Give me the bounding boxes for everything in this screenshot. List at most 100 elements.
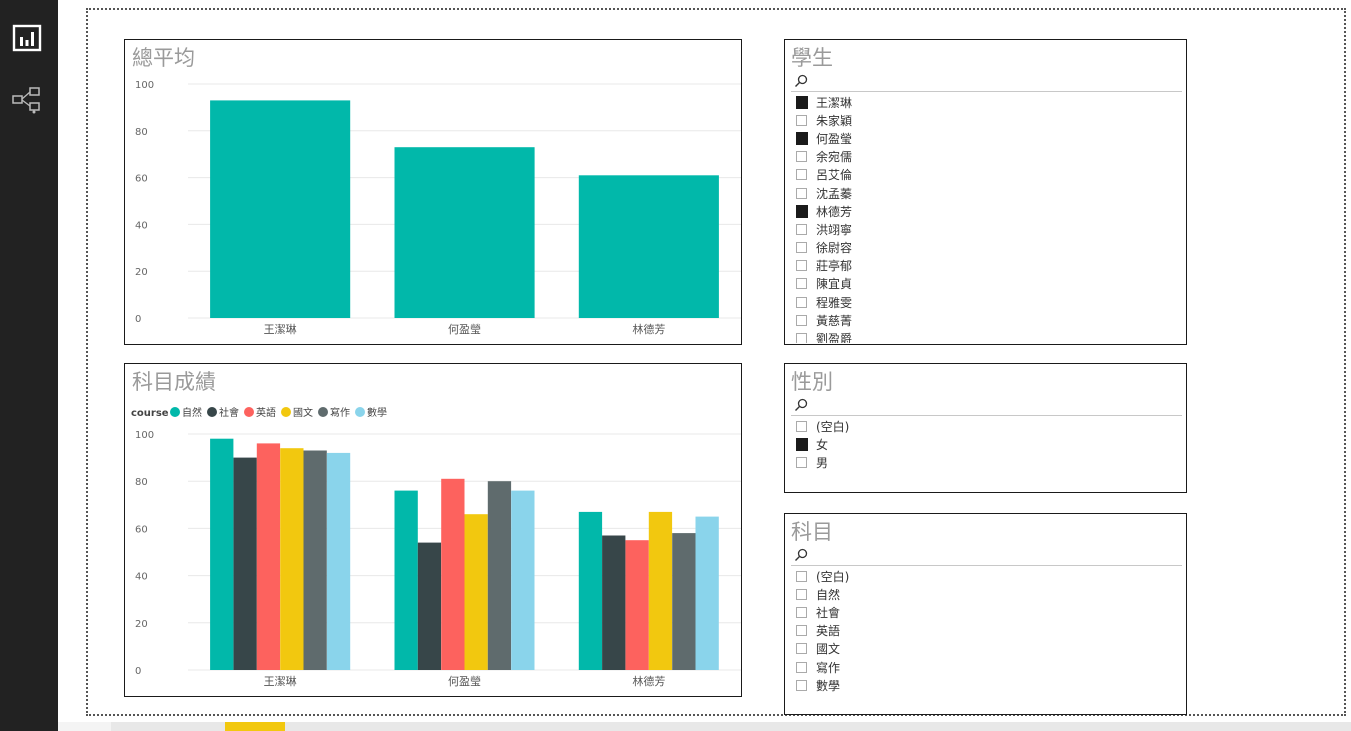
checkbox[interactable] bbox=[796, 437, 808, 451]
slicer-item-list[interactable]: (空白) 女男 bbox=[796, 417, 1186, 492]
checkbox[interactable] bbox=[796, 204, 808, 218]
legend-label[interactable]: 寫作 bbox=[330, 406, 350, 419]
slicer-item[interactable]: 英語 bbox=[796, 622, 1186, 640]
slicer-item-list[interactable]: (空白) 自然 社會英語 國文 寫作 數學 bbox=[796, 567, 1186, 713]
bar[interactable] bbox=[210, 438, 234, 670]
average-score-chart[interactable]: 總平均 0 20 40 60 80 100 王潔琳 何盈瑩 林德芳 bbox=[124, 39, 742, 345]
checkbox[interactable] bbox=[796, 151, 807, 163]
legend-label[interactable]: 社會 bbox=[219, 406, 239, 419]
checkbox[interactable] bbox=[796, 314, 807, 326]
slicer-item[interactable]: 男 bbox=[796, 453, 1186, 471]
slicer-item[interactable]: 余宛儒 bbox=[796, 148, 1186, 166]
bar-chart-report-icon[interactable] bbox=[12, 24, 42, 52]
bar[interactable] bbox=[602, 535, 626, 671]
legend-marker[interactable] bbox=[281, 407, 291, 417]
bar[interactable] bbox=[511, 490, 535, 670]
bar[interactable] bbox=[417, 542, 442, 670]
checkbox[interactable] bbox=[796, 169, 807, 181]
bar[interactable] bbox=[648, 511, 673, 670]
active-page-tab[interactable] bbox=[225, 722, 285, 731]
bar[interactable] bbox=[578, 175, 719, 318]
slicer-item[interactable]: 黃慈菁 bbox=[796, 311, 1186, 329]
checkbox[interactable] bbox=[796, 187, 807, 199]
slicer-item[interactable]: 徐尉容 bbox=[796, 239, 1186, 257]
bar[interactable] bbox=[672, 533, 696, 670]
checkbox[interactable] bbox=[796, 223, 807, 235]
bar[interactable] bbox=[210, 100, 351, 319]
checkbox[interactable] bbox=[796, 625, 807, 637]
search-icon bbox=[795, 74, 808, 87]
bar[interactable] bbox=[487, 481, 512, 670]
bar[interactable] bbox=[695, 516, 719, 670]
legend-marker[interactable] bbox=[318, 407, 328, 417]
legend-label[interactable]: 國文 bbox=[293, 406, 313, 419]
slicer-item[interactable]: 陳宜貞 bbox=[796, 275, 1186, 293]
bar[interactable] bbox=[394, 147, 535, 318]
checkbox[interactable] bbox=[796, 570, 807, 582]
checkbox[interactable] bbox=[796, 333, 807, 343]
slicer-item[interactable]: 洪翊寧 bbox=[796, 220, 1186, 238]
subject-slicer[interactable]: 科目 (空白) 自然 社會 英語 國文 寫作 數學 bbox=[784, 513, 1187, 715]
checkbox[interactable] bbox=[796, 114, 807, 126]
legend-marker[interactable] bbox=[244, 407, 254, 417]
bar[interactable] bbox=[441, 478, 465, 670]
slicer-item[interactable]: 莊亭郁 bbox=[796, 257, 1186, 275]
slicer-item[interactable]: 社會 bbox=[796, 603, 1186, 621]
slicer-item[interactable]: 女 bbox=[796, 435, 1186, 453]
bar[interactable] bbox=[625, 540, 649, 670]
slicer-item[interactable]: 朱家穎 bbox=[796, 111, 1186, 129]
student-slicer[interactable]: 學生 王潔琳 朱家穎 何盈瑩 余宛儒 呂艾倫 沈孟蓁 林德芳 洪翊寧 徐尉容 莊亭郁 陳宜貞 程雅雯黃… bbox=[784, 39, 1187, 345]
checkbox[interactable] bbox=[796, 679, 807, 691]
slicer-item[interactable]: 程雅雯 bbox=[796, 293, 1186, 311]
slicer-item[interactable]: 林德芳 bbox=[796, 202, 1186, 220]
legend-marker[interactable] bbox=[170, 407, 180, 417]
slicer-item[interactable]: 呂艾倫 bbox=[796, 166, 1186, 184]
search-box[interactable] bbox=[791, 71, 1182, 92]
slicer-item[interactable]: 沈孟蓁 bbox=[796, 184, 1186, 202]
slicer-item[interactable]: 何盈瑩 bbox=[796, 129, 1186, 147]
slicer-item-label: 女 bbox=[816, 437, 829, 452]
subject-bar-chart-svg: course 自然 社會 英語 國文 寫作 數學 0 20 40 60 80 100 王潔琳 何盈瑩 林德芳 bbox=[131, 406, 741, 688]
bar[interactable] bbox=[394, 490, 418, 670]
bar[interactable] bbox=[578, 511, 603, 670]
checkbox[interactable] bbox=[796, 260, 807, 272]
checkbox[interactable] bbox=[796, 296, 807, 308]
legend-marker[interactable] bbox=[207, 407, 217, 417]
subject-scores-chart[interactable]: 科目成績 course 自然 社會 英語 國文 寫作 數學 0 20 40 60 80 100 王潔琳 何盈… bbox=[124, 363, 742, 697]
slicer-item-list[interactable]: 王潔琳 朱家穎 何盈瑩 余宛儒 呂艾倫 沈孟蓁 林德芳 洪翊寧 徐尉容莊亭郁 陳宜貞 程雅雯 黃慈菁劉… bbox=[796, 93, 1186, 343]
legend-label[interactable]: 自然 bbox=[182, 406, 202, 419]
checkbox[interactable] bbox=[796, 661, 807, 673]
slicer-item-label: 莊亭郁 bbox=[816, 259, 853, 274]
legend-label[interactable]: 英語 bbox=[256, 406, 276, 419]
slicer-item[interactable]: 劉盈爵 bbox=[796, 329, 1186, 343]
slicer-item-label: 英語 bbox=[816, 624, 841, 639]
bar[interactable] bbox=[326, 452, 351, 670]
checkbox[interactable] bbox=[796, 242, 807, 254]
slicer-item[interactable]: 王潔琳 bbox=[796, 93, 1186, 111]
bar[interactable] bbox=[464, 514, 488, 670]
search-box[interactable] bbox=[791, 545, 1182, 566]
checkbox[interactable] bbox=[796, 643, 807, 655]
checkbox[interactable] bbox=[796, 95, 808, 109]
checkbox[interactable] bbox=[796, 588, 807, 600]
slicer-item[interactable]: 數學 bbox=[796, 676, 1186, 694]
checkbox[interactable] bbox=[796, 606, 807, 618]
slicer-item[interactable]: 國文 bbox=[796, 640, 1186, 658]
bar[interactable] bbox=[233, 457, 257, 670]
bar[interactable] bbox=[280, 448, 304, 670]
checkbox[interactable] bbox=[796, 131, 808, 145]
slicer-item[interactable]: 自然 bbox=[796, 585, 1186, 603]
legend-label[interactable]: 數學 bbox=[367, 406, 387, 419]
legend-marker[interactable] bbox=[355, 407, 365, 417]
slicer-item[interactable]: (空白) bbox=[796, 417, 1186, 435]
relationships-model-icon[interactable] bbox=[12, 87, 42, 115]
checkbox[interactable] bbox=[796, 456, 807, 468]
slicer-item[interactable]: (空白) bbox=[796, 567, 1186, 585]
gender-slicer[interactable]: 性別 (空白) 女男 bbox=[784, 363, 1187, 493]
search-box[interactable] bbox=[791, 395, 1182, 416]
checkbox[interactable] bbox=[796, 420, 807, 432]
bar[interactable] bbox=[303, 450, 327, 671]
slicer-item[interactable]: 寫作 bbox=[796, 658, 1186, 676]
checkbox[interactable] bbox=[796, 278, 807, 290]
bar[interactable] bbox=[256, 443, 281, 670]
